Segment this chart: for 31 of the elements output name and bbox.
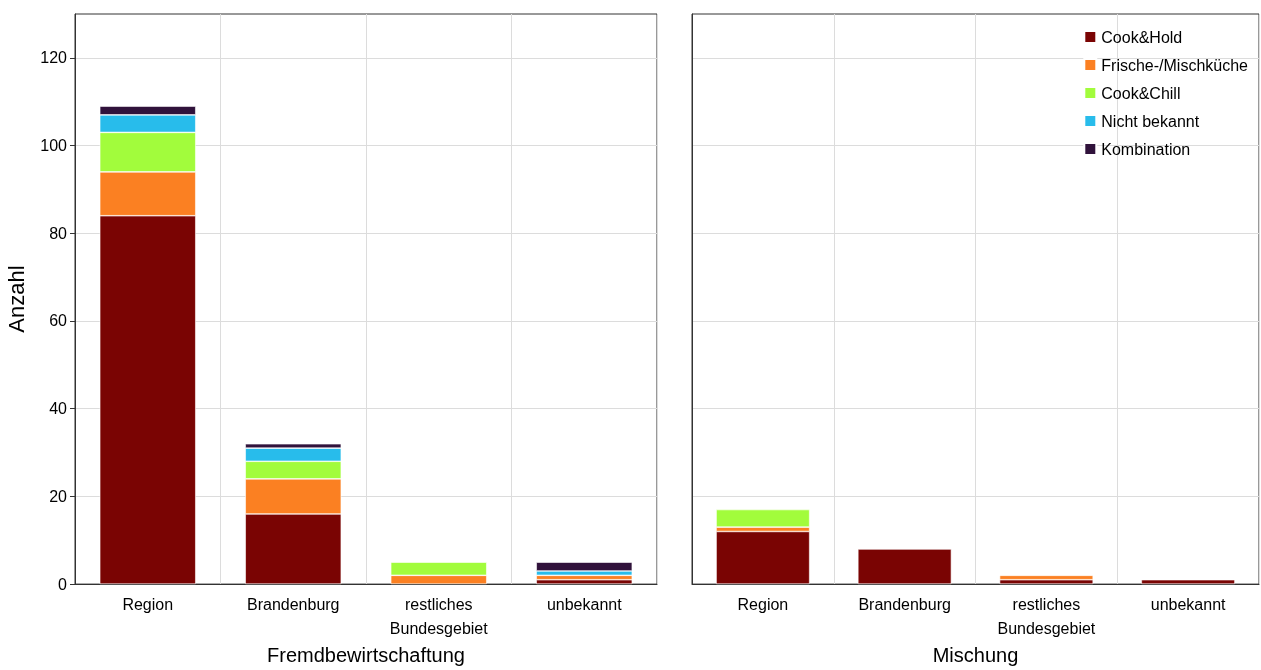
- y-tick-label: 20: [49, 487, 68, 505]
- y-tick-label: 80: [49, 224, 68, 242]
- y-tick-label: 0: [58, 575, 68, 593]
- x-axis-title: Fremdbewirtschaftung: [267, 644, 465, 666]
- bar: [536, 579, 633, 585]
- x-tick-label: unbekannt: [546, 595, 623, 613]
- bar: [857, 549, 952, 585]
- bar: [716, 509, 810, 528]
- y-tick-label: 40: [49, 400, 68, 418]
- legend-label: Nicht bekannt: [1101, 112, 1200, 130]
- y-tick-label: 60: [49, 312, 68, 330]
- bar: [536, 575, 633, 580]
- legend-label: Frische-/Mischküche: [1101, 56, 1249, 74]
- x-tick-label: Brandenburg: [858, 595, 951, 613]
- x-tick-label: Region: [122, 595, 174, 613]
- legend-label: Cook&Hold: [1101, 28, 1183, 46]
- bar: [999, 579, 1094, 585]
- y-axis-title: Anzahl: [3, 265, 29, 333]
- x-axis-title: Mischung: [932, 644, 1019, 666]
- legend-label: Cook&Chill: [1101, 84, 1181, 102]
- x-tick-label: unbekannt: [1150, 595, 1227, 613]
- x-tick-label: Region: [737, 595, 789, 613]
- legend-label: Kombination: [1101, 140, 1191, 158]
- y-tick-label: 100: [40, 137, 68, 155]
- x-tick-label: restliches Bundesgebiet: [997, 595, 1096, 637]
- x-tick-label: Brandenburg: [246, 595, 340, 613]
- y-tick-label: 120: [40, 49, 68, 67]
- bar: [1141, 579, 1235, 585]
- bar: [716, 531, 810, 585]
- bar: [999, 575, 1094, 580]
- x-tick-label: restliches Bundesgebiet: [389, 595, 489, 637]
